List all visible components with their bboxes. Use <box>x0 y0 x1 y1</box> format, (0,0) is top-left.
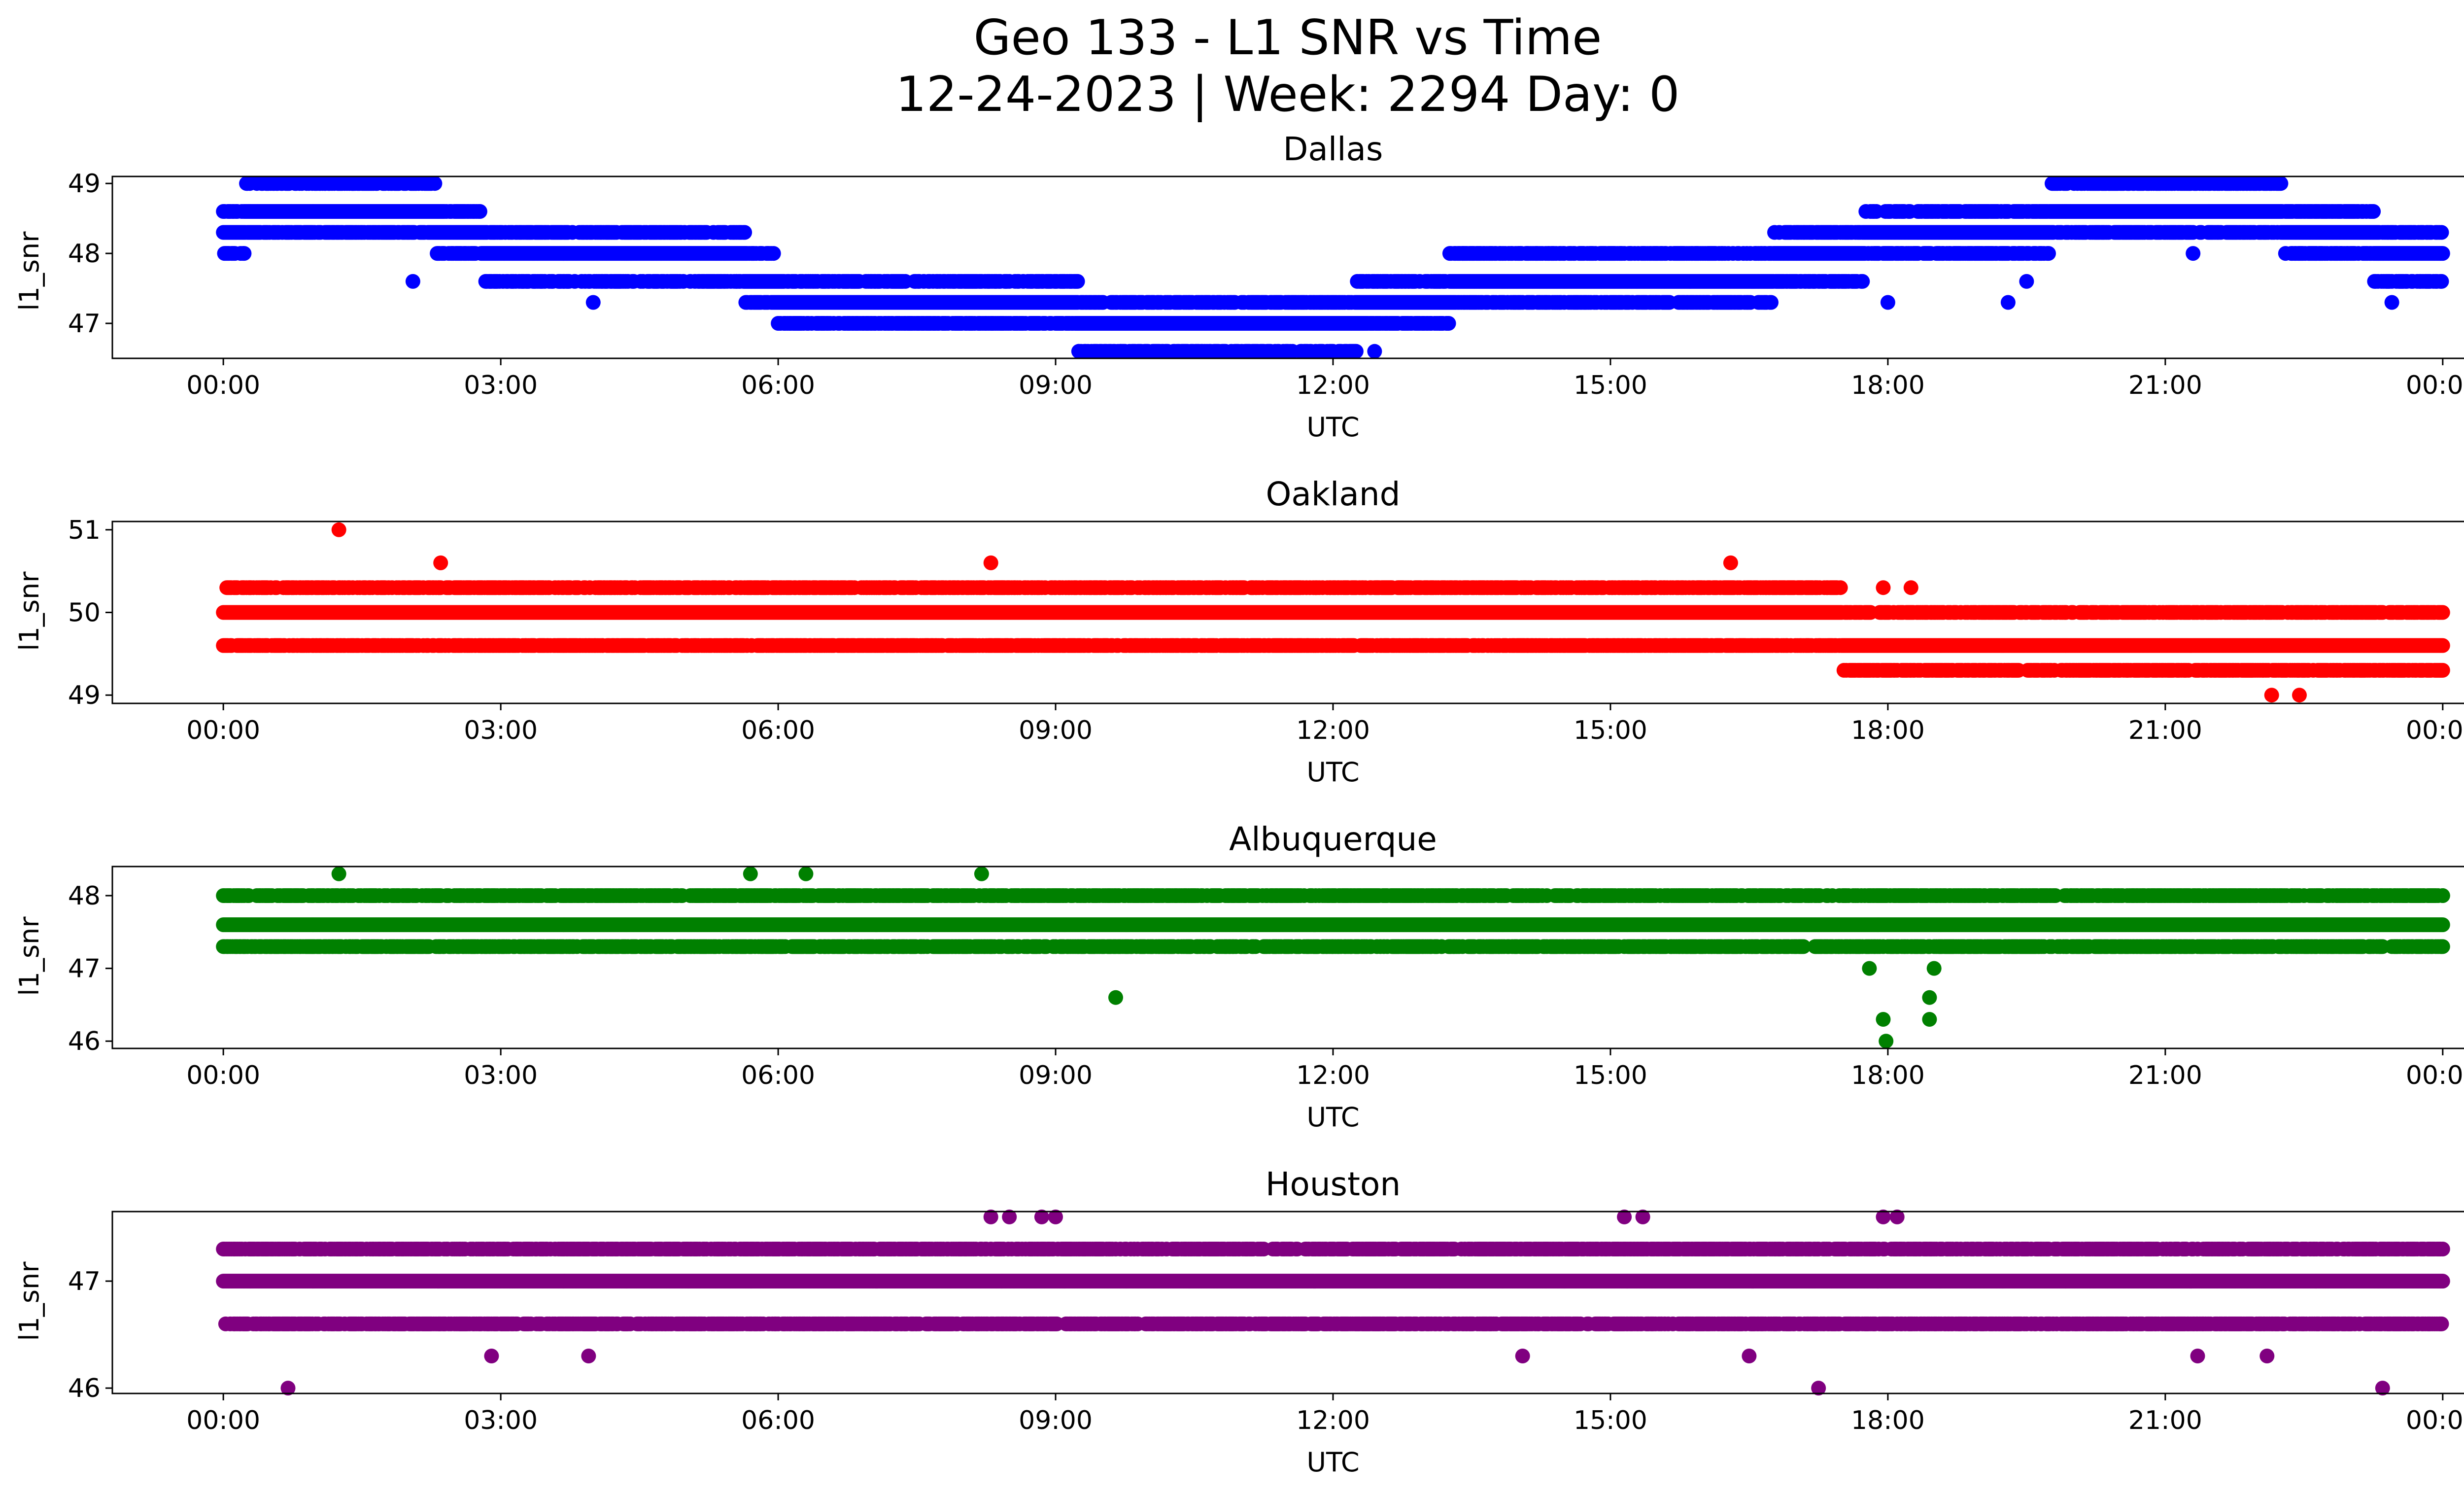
data-point <box>427 176 443 191</box>
outlier-point <box>1455 246 1470 261</box>
x-tick-label: 03:00 <box>464 371 538 400</box>
data-point <box>737 225 753 240</box>
subplot-title: Dallas <box>1283 130 1383 168</box>
x-axis-label: UTC <box>1306 412 1359 443</box>
data-point <box>1855 274 1870 289</box>
plot-area <box>216 522 2450 703</box>
x-tick-label: 18:00 <box>1851 371 1925 400</box>
x-tick-label: 15:00 <box>1574 371 1647 400</box>
x-tick-label: 00:00 <box>186 371 260 400</box>
subplot-dallas: Dallas UTC l1_snr 00:00 03:00 06:00 09:00 12… <box>14 130 2464 443</box>
data-point <box>2366 204 2381 219</box>
x-tick-label: 09:00 <box>1019 371 1093 400</box>
outlier-point <box>1229 344 1243 359</box>
subplot-oakland: Oakland UTC l1_snr 00:00 03:00 06:00 09:00 1… <box>14 475 2464 788</box>
y-tick-label: 49 <box>68 169 101 199</box>
outlier-point <box>2019 274 2034 289</box>
data-point <box>2041 246 2056 261</box>
outlier-point <box>405 274 420 289</box>
outlier-point <box>729 274 744 289</box>
data-point <box>1441 316 1456 331</box>
y-tick-label: 47 <box>68 309 101 339</box>
data-point <box>1070 274 1085 289</box>
data-point <box>2273 176 2289 191</box>
y-axis-label: l1_snr <box>14 571 45 651</box>
x-axis-label: UTC <box>1306 757 1359 788</box>
figure-title-line2: 12-24-2023 | Week: 2294 Day: 0 <box>896 67 1680 123</box>
data-point <box>472 204 487 219</box>
subplot-title: Oakland <box>1266 475 1400 513</box>
plot-area <box>216 176 2450 359</box>
outlier-point <box>1113 344 1128 359</box>
outlier-point <box>577 225 591 240</box>
axes-frame <box>111 175 2464 359</box>
data-point <box>237 246 252 261</box>
outlier-point <box>359 176 374 191</box>
data-point <box>1764 295 1779 310</box>
y-tick-label: 48 <box>68 239 101 269</box>
data-point <box>2434 274 2449 289</box>
outlier-point <box>317 176 333 191</box>
data-point <box>1348 344 1364 359</box>
outlier-point <box>1880 295 1895 310</box>
outlier-point <box>585 295 601 310</box>
x-tick-label: 00:00 <box>2406 371 2464 400</box>
x-tick-label: 06:00 <box>741 371 815 400</box>
outlier-point <box>1071 344 1086 359</box>
x-tick-label: 12:00 <box>1296 371 1370 400</box>
outlier-point <box>1367 344 1382 359</box>
outlier-point <box>1140 344 1156 359</box>
outlier-point <box>2384 295 2399 310</box>
data-point <box>2435 246 2450 261</box>
y-axis-label: l1_snr <box>14 231 45 311</box>
outlier-point <box>2000 295 2016 310</box>
figure-title-line1: Geo 133 - L1 SNR vs Time <box>974 10 1602 66</box>
data-point <box>766 246 781 261</box>
data-point <box>2434 225 2449 240</box>
outlier-point <box>345 176 360 191</box>
x-tick-label: 21:00 <box>2128 371 2202 400</box>
outlier-point <box>1094 344 1109 359</box>
outlier-point <box>387 176 402 191</box>
outlier-point <box>2186 246 2201 261</box>
